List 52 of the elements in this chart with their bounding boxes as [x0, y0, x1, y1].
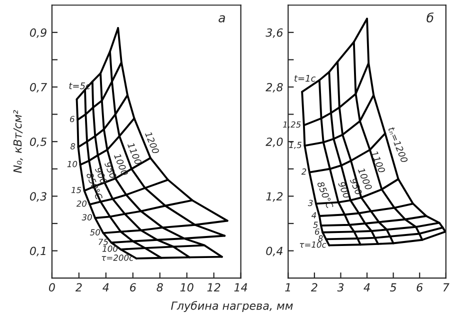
y-tick-label: 2,0: [266, 138, 283, 148]
annotation: 1200: [144, 131, 160, 154]
x-tick-label: 0: [48, 283, 55, 292]
annotation: а: [218, 15, 225, 22]
series-label: 3: [308, 200, 313, 206]
series-label: 75: [98, 238, 108, 246]
series-label: 6: [315, 228, 320, 235]
x-tick-label: 12: [207, 283, 220, 292]
y-tick-label: 0,1: [30, 246, 46, 256]
y-tick-label: 1,2: [266, 192, 283, 202]
x-tick-label: 1: [285, 283, 290, 292]
y-tick-label: 0,5: [30, 138, 46, 148]
series-label: 30: [82, 214, 92, 220]
x-tick-label: 2: [75, 283, 82, 292]
series-label: τ=200c: [102, 254, 134, 261]
y-tick-label: 2,8: [266, 82, 283, 93]
y-tick-label: 0,4: [266, 246, 282, 256]
annotation: 1100: [370, 150, 386, 174]
series-label: 100: [102, 246, 118, 252]
series-label: 5: [313, 222, 318, 228]
x-tick-label: 6: [416, 283, 423, 292]
x-tick-label: 8: [156, 283, 163, 292]
annotation: 1100: [127, 142, 142, 166]
series-label: τ=10c: [300, 241, 326, 248]
x-tick-label: 7: [443, 283, 450, 292]
series-label: 20: [76, 200, 87, 207]
annotation: 900: [338, 181, 350, 199]
y-tick-label: 0,3: [30, 192, 46, 202]
series-label: 10: [67, 160, 78, 168]
y-tick-label: 0,9: [30, 28, 46, 38]
y-tick-label: 3,6: [266, 28, 283, 38]
x-tick-label: 5: [390, 283, 396, 292]
y-tick-label: 0,7: [30, 82, 48, 93]
series-label: 50: [90, 229, 100, 236]
series-label: 1,5: [289, 142, 302, 149]
x-tick-label: 2: [310, 283, 318, 292]
series-label: 15: [71, 186, 82, 194]
series-label: t=1c: [294, 74, 316, 82]
x-tick-label: 10: [180, 283, 194, 292]
series-label: 2: [301, 168, 306, 175]
x-tick-label: 4: [102, 283, 109, 292]
x-tick-label: 6: [130, 283, 136, 292]
series-label: 8: [318, 235, 323, 242]
x-axis-title: Глубина нагрева, мм: [171, 301, 293, 312]
y-axis-title: N₀, кВт/см²: [13, 110, 23, 173]
series-label: 6: [70, 116, 74, 122]
series-label: 4: [312, 212, 316, 218]
x-tick-label: 4: [364, 283, 370, 292]
x-tick-label: 14: [234, 283, 248, 292]
x-tick-label: 3: [337, 283, 344, 292]
annotation: б: [426, 12, 434, 22]
series-label: 8: [70, 143, 76, 150]
